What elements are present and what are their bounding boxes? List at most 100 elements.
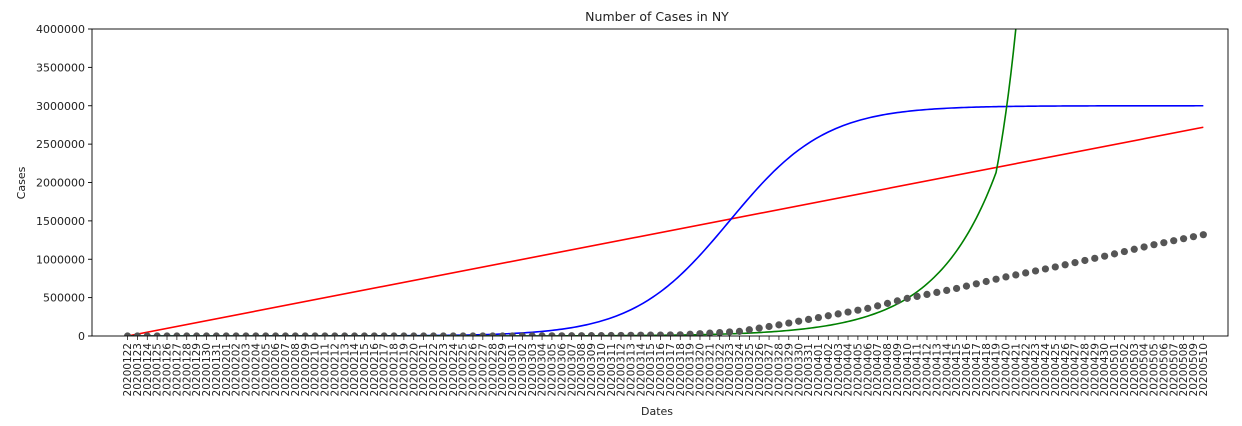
observed-case-point (410, 332, 418, 336)
observed-case-point (795, 317, 803, 325)
observed-case-point (212, 332, 220, 336)
x-tick-label: 20200212 (329, 343, 341, 396)
x-tick-label: 20200323 (724, 343, 736, 396)
observed-case-point (933, 288, 941, 297)
x-tick-label: 20200124 (142, 343, 154, 397)
x-tick-label: 20200428 (1079, 343, 1091, 396)
x-tick-label: 20200304 (537, 343, 549, 397)
x-tick-label: 20200504 (1139, 343, 1151, 397)
observed-case-point (153, 332, 161, 336)
observed-case-point (1071, 259, 1079, 267)
y-tick-label: 2500000 (36, 138, 85, 151)
x-tick-label: 20200509 (1188, 343, 1200, 396)
observed-case-point (607, 331, 615, 336)
observed-case-point (1120, 247, 1128, 256)
observed-case-point (1041, 265, 1050, 273)
observed-case-point (755, 324, 763, 332)
x-tick-label: 20200208 (290, 343, 302, 396)
x-tick-label: 20200207 (280, 343, 292, 396)
observed-case-point (479, 332, 487, 336)
y-tick-label: 3500000 (36, 61, 85, 74)
observed-case-point (281, 332, 290, 336)
observed-case-point (558, 332, 566, 336)
x-tick-label: 20200305 (547, 343, 559, 396)
observed-case-point (706, 329, 714, 336)
x-tick-label: 20200423 (1030, 343, 1042, 396)
x-tick-label: 20200409 (892, 343, 904, 396)
observed-case-point (864, 304, 872, 312)
x-tick-label: 20200318 (675, 343, 687, 396)
observed-case-point (943, 286, 951, 295)
observed-case-point (232, 332, 240, 336)
x-tick-label: 20200502 (1119, 343, 1131, 396)
x-tick-label: 20200319 (685, 343, 697, 396)
series-line-exponential (127, 29, 1017, 336)
x-tick-label: 20200210 (310, 343, 322, 396)
x-tick-label: 20200206 (270, 343, 282, 397)
observed-case-point (518, 332, 526, 336)
observed-case-point (262, 332, 270, 336)
axes-layer (91, 28, 1229, 337)
y-ticks: 0 500000 1000000 1500000 2000000 2500000 30000… (36, 23, 92, 343)
x-tick-label: 20200131 (211, 343, 223, 396)
y-axis-label: Cases (15, 166, 28, 199)
x-tick-label: 20200122 (122, 343, 134, 396)
y-tick-label: 500000 (43, 292, 85, 305)
x-tick-label: 20200506 (1158, 343, 1170, 397)
observed-case-point (765, 322, 773, 331)
x-tick-label: 20200228 (487, 343, 499, 396)
observed-case-point (785, 319, 793, 327)
y-tick-label: 0 (78, 330, 85, 343)
series-layer (123, 29, 1207, 336)
x-tick-label: 20200329 (783, 343, 795, 396)
observed-case-point (1031, 267, 1040, 275)
observed-case-point (617, 331, 625, 336)
x-tick-label: 20200229 (497, 343, 509, 396)
observed-case-point (587, 332, 596, 336)
x-axis-label: Dates (641, 405, 673, 418)
observed-case-point (498, 332, 507, 336)
x-tick-label: 20200311 (606, 343, 618, 396)
x-tick-label: 20200123 (132, 343, 144, 396)
observed-case-point (568, 332, 576, 336)
x-tick-label: 20200310 (596, 343, 608, 396)
observed-case-point (637, 331, 645, 336)
observed-case-point (577, 332, 586, 336)
observed-case-point (725, 328, 734, 336)
observed-case-point (745, 326, 753, 334)
x-tick-label: 20200406 (862, 343, 874, 397)
x-tick-label: 20200301 (507, 343, 519, 396)
observed-case-point (647, 331, 655, 336)
x-tick-label: 20200220 (408, 343, 420, 396)
observed-case-point (311, 332, 319, 336)
observed-case-point (350, 332, 359, 336)
x-tick-label: 20200413 (931, 343, 943, 396)
x-tick-label: 20200325 (744, 343, 756, 396)
x-tick-label: 20200328 (774, 343, 786, 396)
observed-case-point (903, 294, 911, 302)
x-tick-label: 20200127 (171, 343, 183, 396)
observed-case-point (676, 331, 684, 336)
series-line-logistic (127, 104, 1204, 336)
observed-case-point (814, 313, 823, 322)
x-tick-label: 20200221 (418, 343, 430, 396)
x-tick-label: 20200306 (556, 343, 568, 397)
observed-case-point (1101, 252, 1109, 260)
y-tick-label: 4000000 (36, 23, 85, 36)
plot-frame (91, 28, 1229, 337)
observed-case-point (548, 332, 556, 336)
x-tick-label: 20200227 (477, 343, 489, 396)
observed-case-point (143, 332, 151, 336)
x-tick-label: 20200510 (1198, 343, 1210, 396)
observed-case-point (686, 330, 694, 336)
x-tick-label: 20200327 (764, 343, 776, 396)
observed-case-point (666, 331, 674, 336)
observed-case-point (992, 275, 1000, 283)
x-tick-label: 20200309 (586, 343, 598, 396)
observed-case-point (390, 332, 398, 336)
observed-case-point (1160, 239, 1168, 247)
x-tick-label: 20200425 (1050, 343, 1062, 396)
observed-case-point (1091, 254, 1099, 262)
observed-case-point (508, 332, 517, 336)
x-tick-label: 20200225 (458, 343, 470, 396)
